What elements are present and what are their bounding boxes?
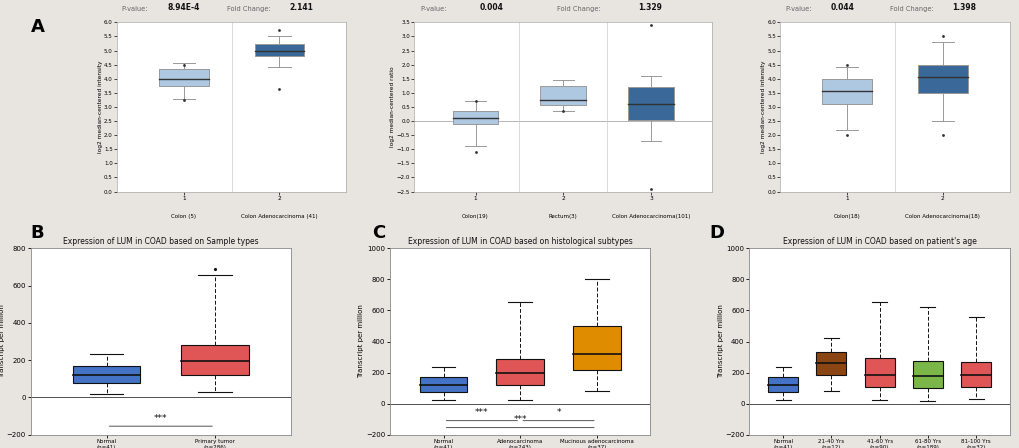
Text: Colon Adenocarcinoma(101): Colon Adenocarcinoma(101) (611, 214, 690, 219)
Y-axis label: log2 median-centered ratio: log2 median-centered ratio (390, 67, 394, 147)
Text: Colon Adenocarcinoma(18): Colon Adenocarcinoma(18) (905, 214, 979, 219)
Text: ***: *** (154, 414, 167, 423)
Bar (864, 358, 894, 387)
Text: 0.004: 0.004 (479, 3, 503, 12)
Text: P-value:: P-value: (785, 6, 811, 12)
Text: ***: *** (513, 415, 527, 424)
Bar (821, 79, 871, 104)
Bar (628, 87, 674, 120)
Title: Expression of LUM in COAD based on Sample types: Expression of LUM in COAD based on Sampl… (63, 237, 259, 246)
Bar (181, 345, 249, 375)
Bar (960, 362, 990, 387)
Y-axis label: log2 median-centered intensity: log2 median-centered intensity (98, 61, 103, 153)
Text: 1.329: 1.329 (637, 3, 661, 12)
Text: 1.398: 1.398 (952, 3, 975, 12)
Text: Fold Change:: Fold Change: (227, 6, 270, 12)
Bar (540, 86, 586, 105)
Text: P-value:: P-value: (420, 6, 446, 12)
Y-axis label: log2 median-centered intensity: log2 median-centered intensity (760, 61, 765, 153)
Bar (159, 69, 209, 86)
Bar (72, 366, 140, 383)
Text: B: B (31, 224, 44, 242)
Bar (420, 377, 467, 392)
Title: Expression of LUM in COAD based on histological subtypes: Expression of LUM in COAD based on histo… (408, 237, 632, 246)
Text: *: * (555, 408, 560, 417)
Y-axis label: Transcript per million: Transcript per million (358, 305, 364, 379)
Y-axis label: Transcript per million: Transcript per million (717, 305, 723, 379)
Text: Colon(18): Colon(18) (834, 214, 860, 219)
Text: ***: *** (475, 408, 488, 417)
Y-axis label: Transcript per million: Transcript per million (0, 305, 5, 379)
Bar (452, 111, 498, 125)
Text: Fold Change:: Fold Change: (890, 6, 933, 12)
Text: D: D (708, 224, 723, 242)
Title: Expression of LUM in COAD based on patient's age: Expression of LUM in COAD based on patie… (782, 237, 975, 246)
Text: C: C (372, 224, 385, 242)
Text: 2.141: 2.141 (288, 3, 313, 12)
Bar (917, 65, 967, 93)
Bar (815, 352, 846, 375)
Bar (255, 44, 304, 56)
Bar (573, 326, 620, 370)
Text: Rectum(3): Rectum(3) (548, 214, 577, 219)
Text: Colon (5): Colon (5) (171, 214, 196, 219)
Bar (912, 362, 942, 388)
Text: Fold Change:: Fold Change: (556, 6, 600, 12)
Text: 0.044: 0.044 (830, 3, 854, 12)
Text: Colon Adenocarcinoma (41): Colon Adenocarcinoma (41) (240, 214, 317, 219)
Text: 8.94E-4: 8.94E-4 (167, 3, 200, 12)
Bar (767, 377, 797, 392)
Text: A: A (31, 18, 45, 36)
Text: Colon(19): Colon(19) (462, 214, 488, 219)
Text: P-value:: P-value: (121, 6, 148, 12)
Bar (496, 359, 543, 385)
